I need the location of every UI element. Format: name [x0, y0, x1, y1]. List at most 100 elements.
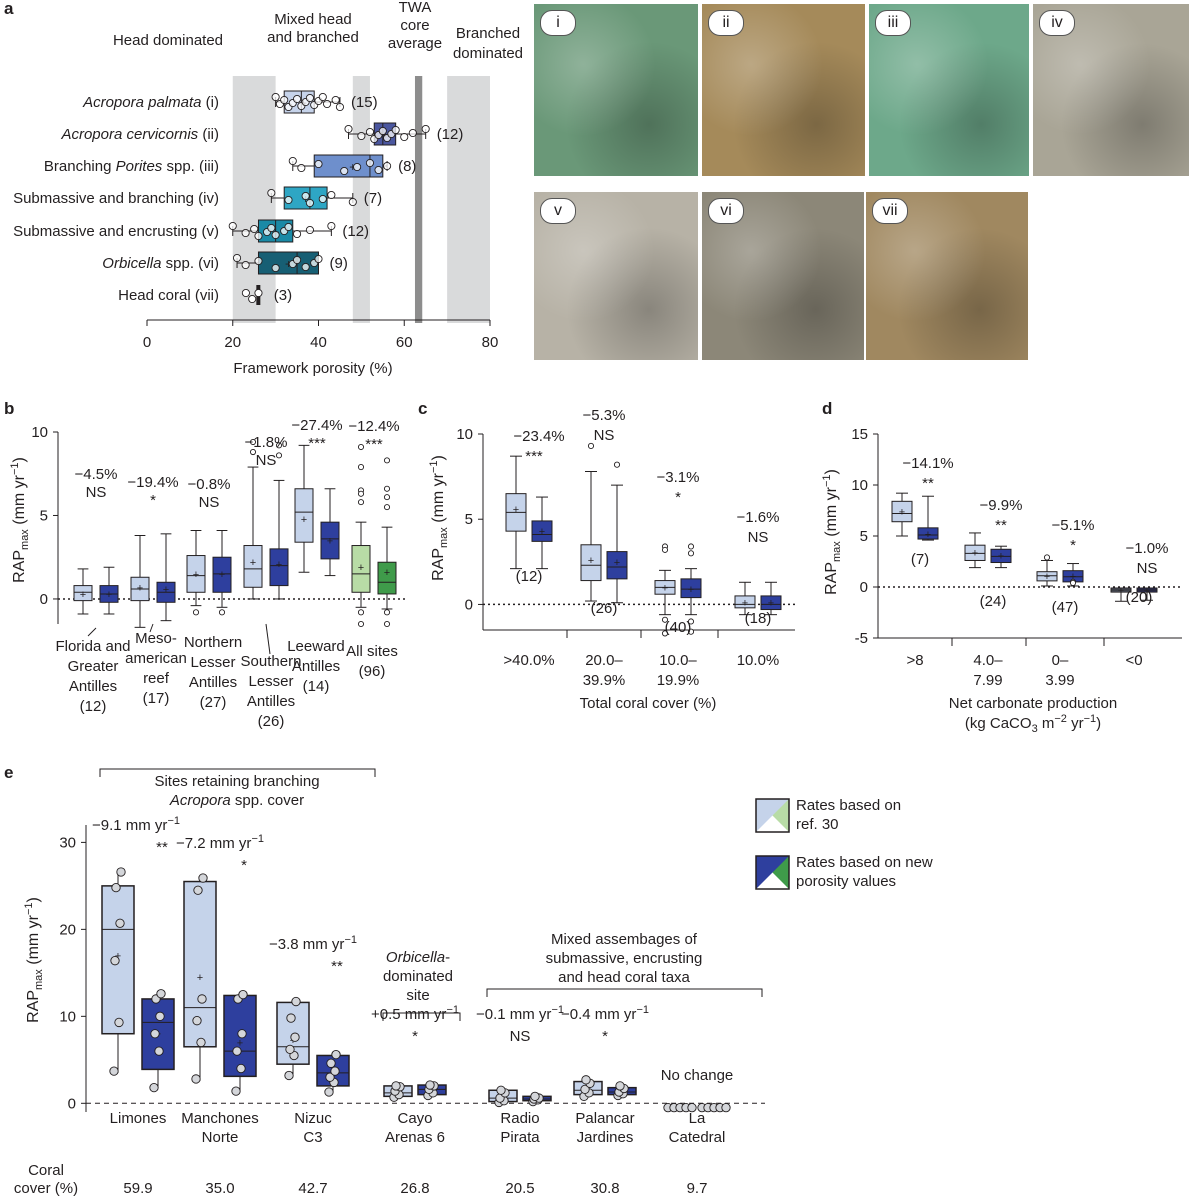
group-label: Antilles: [292, 658, 340, 675]
band-label: Branched: [456, 25, 520, 42]
outlier: [383, 504, 391, 511]
data-point: [191, 1074, 201, 1084]
significance: NS: [86, 484, 107, 501]
outlier: [357, 499, 365, 506]
ylabel-unit: (mm yr: [11, 474, 28, 529]
panel-letters: a b c d e: [4, 0, 832, 782]
data-point: [254, 288, 263, 298]
data-point: [581, 1075, 591, 1085]
row-label-text: Acropora cervicornis: [60, 126, 198, 143]
data-point: [325, 1072, 335, 1082]
data-point: [615, 1081, 625, 1091]
y-tick-label: 5: [465, 511, 473, 528]
pct-change: −3.1%: [657, 469, 700, 486]
data-point: [421, 124, 430, 134]
significance: **: [922, 475, 934, 492]
units-text: m: [1038, 715, 1055, 732]
group-n: (24): [980, 593, 1007, 610]
y-tick-label: 5: [860, 528, 868, 545]
box: [1036, 571, 1058, 582]
mean-marker: +: [1144, 585, 1150, 597]
photo-label: ii: [708, 10, 744, 36]
mean-marker: +: [250, 557, 256, 569]
mean-marker: +: [972, 547, 978, 559]
data-point: [335, 102, 344, 112]
bracket-italic: Orbicella: [386, 949, 445, 966]
data-point: [254, 231, 263, 241]
significance: *: [675, 489, 681, 506]
outlier: [275, 452, 283, 459]
site-change-sup: −1: [551, 1004, 564, 1016]
significance: ***: [525, 448, 543, 465]
x-axis-title: Net carbonate production: [949, 695, 1117, 712]
data-point: [305, 93, 314, 103]
panel-letter-c: c: [418, 399, 427, 418]
box: [580, 544, 602, 582]
row-n: (7): [364, 190, 382, 207]
ylabel-main: RAP: [430, 548, 447, 581]
site-change: −7.2 mm yr−1: [176, 833, 264, 852]
row-label: Orbicella spp. (vi): [102, 255, 219, 272]
data-point: [293, 229, 302, 239]
bracket-label: Orbicella-: [386, 949, 450, 966]
box: [320, 521, 340, 560]
group-label: Lesser: [248, 673, 293, 690]
outlier: [357, 464, 365, 471]
band-label: dominated: [453, 45, 523, 62]
bracket-text: -: [445, 949, 450, 966]
box: [351, 545, 371, 593]
data-point: [114, 1017, 124, 1028]
pct-change: −0.8%: [188, 476, 231, 493]
legend-label: ref. 30: [796, 816, 839, 833]
legend-swatch-border: [755, 855, 790, 890]
band-label: core: [400, 17, 429, 34]
group-label: Antilles: [247, 693, 295, 710]
legend-swatch-border: [755, 798, 790, 833]
units-sup: −2: [1054, 713, 1067, 725]
data-point: [198, 873, 208, 883]
data-point: [109, 1066, 119, 1076]
site-name: Cayo: [397, 1110, 432, 1127]
group-label: (26): [258, 713, 285, 730]
ylabel-main: RAP: [11, 550, 28, 583]
row-label: Branching Porites spp. (iii): [44, 158, 219, 175]
data-point: [284, 195, 293, 205]
x-axis-title-units: (kg CaCO3 m−2 yr−1): [965, 713, 1101, 735]
mean-marker: +: [588, 555, 594, 567]
y-tick-label: 5: [40, 507, 48, 524]
mean-marker: +: [80, 589, 86, 601]
site-name: Norte: [202, 1129, 239, 1146]
site-change-sup: −1: [251, 833, 264, 845]
pct-change: −9.9%: [980, 497, 1023, 514]
mean-marker: +: [219, 569, 225, 581]
data-point: [286, 1013, 296, 1023]
group-label: All sites: [346, 643, 398, 660]
site-name: Arenas 6: [385, 1129, 445, 1146]
pct-change: −27.4%: [291, 417, 342, 434]
y-axis-title: RAPmax (mm yr−1): [23, 897, 45, 1023]
row-n: (15): [351, 94, 378, 111]
group-label: Florida and: [55, 638, 130, 655]
category-label: 10.0–: [659, 652, 697, 669]
outlier: [383, 494, 391, 501]
outlier: [613, 461, 621, 468]
outlier: [383, 485, 391, 492]
data-point: [254, 256, 263, 266]
data-point: [330, 1066, 340, 1076]
row-n: (8): [398, 158, 416, 175]
pct-change: −1.6%: [737, 509, 780, 526]
units-text: yr: [1067, 715, 1084, 732]
data-point: [156, 989, 166, 999]
significance: NS: [199, 494, 220, 511]
y-tick-label: -5: [855, 630, 868, 647]
data-point: [378, 126, 387, 136]
site-change: −3.8 mm yr−1: [269, 934, 357, 953]
y-tick-label: 0: [68, 1095, 76, 1112]
data-point: [241, 288, 250, 298]
outlier: [249, 438, 257, 446]
data-point: [284, 1070, 294, 1081]
ylabel-close: ): [25, 897, 42, 902]
group-n: (47): [1052, 599, 1079, 616]
legend-swatch-upper: [756, 856, 789, 889]
